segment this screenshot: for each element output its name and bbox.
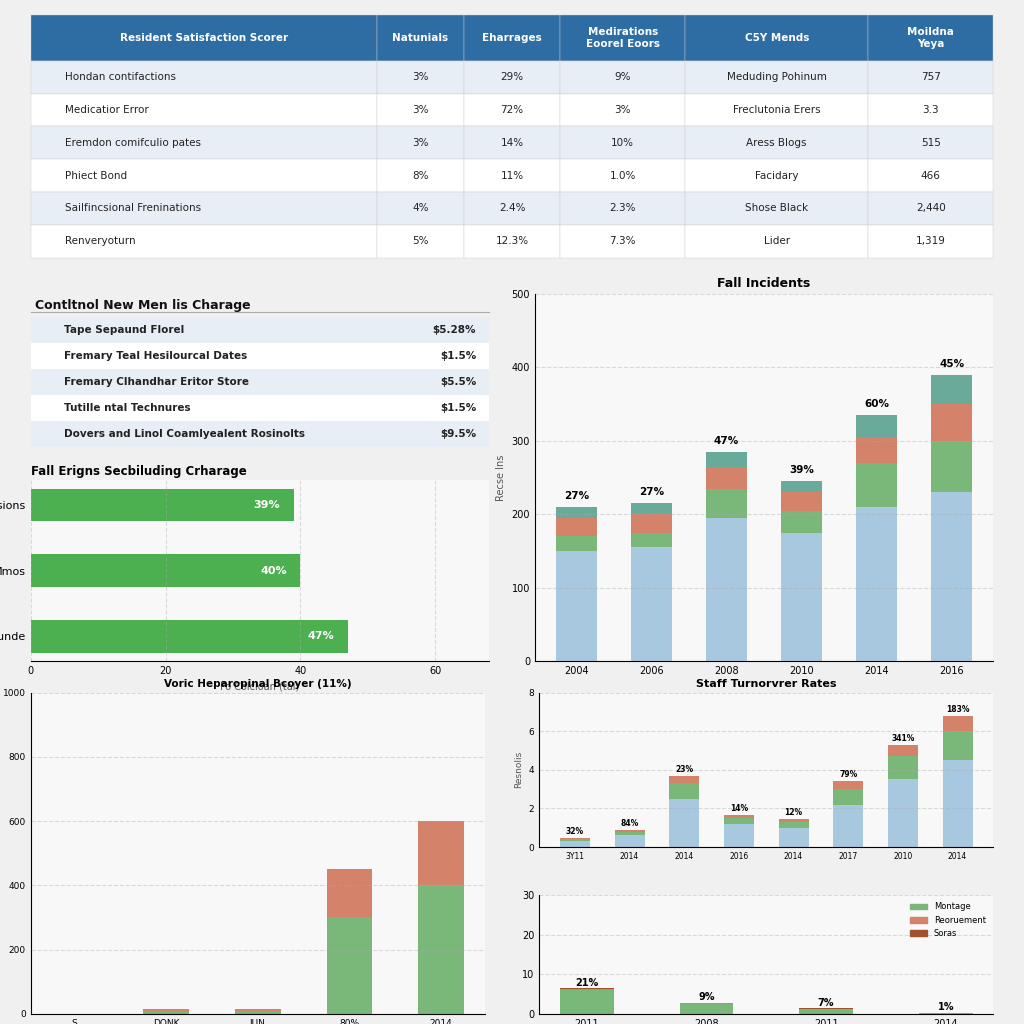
Bar xyxy=(942,731,973,760)
Bar xyxy=(631,503,672,514)
Bar xyxy=(856,437,897,463)
Bar xyxy=(560,989,613,990)
Y-axis label: Recse Ins: Recse Ins xyxy=(496,455,506,501)
Bar xyxy=(856,463,897,507)
Text: 23%: 23% xyxy=(675,765,693,774)
Bar xyxy=(942,760,973,847)
Title: Staff Turnorvrer Rates: Staff Turnorvrer Rates xyxy=(696,679,837,689)
Bar xyxy=(834,781,863,790)
Bar xyxy=(614,836,645,847)
Bar xyxy=(560,842,590,847)
Text: 39%: 39% xyxy=(790,465,814,475)
Text: 341%: 341% xyxy=(891,734,914,742)
Text: 47%: 47% xyxy=(307,632,334,641)
Text: 79%: 79% xyxy=(839,770,857,779)
Bar xyxy=(931,441,973,493)
Bar xyxy=(614,829,645,831)
Bar xyxy=(31,488,294,521)
Text: 183%: 183% xyxy=(946,705,970,714)
Text: 32%: 32% xyxy=(566,827,584,837)
Bar xyxy=(856,507,897,662)
Bar xyxy=(834,805,863,847)
Bar xyxy=(931,375,973,404)
Text: 21%: 21% xyxy=(575,978,598,988)
Bar xyxy=(418,886,464,1014)
Bar xyxy=(706,488,748,518)
Bar xyxy=(556,518,597,537)
Text: Fall Erigns Secbiluding Crharage: Fall Erigns Secbiluding Crharage xyxy=(31,465,247,478)
Text: 84%: 84% xyxy=(621,819,639,827)
Text: 14%: 14% xyxy=(730,804,748,813)
Bar xyxy=(670,775,699,783)
Bar xyxy=(931,404,973,441)
Bar xyxy=(931,493,973,662)
Text: 45%: 45% xyxy=(939,358,965,369)
Bar xyxy=(724,815,754,818)
Bar xyxy=(560,840,590,842)
Bar xyxy=(888,744,918,757)
Bar xyxy=(781,481,822,493)
Text: 1%: 1% xyxy=(938,1002,954,1012)
Bar xyxy=(706,452,748,467)
Text: 27%: 27% xyxy=(564,492,589,501)
Legend: Montage, Reoruement, Soras: Montage, Reoruement, Soras xyxy=(907,899,989,941)
Bar xyxy=(778,819,809,822)
X-axis label: Fo Colcloan (tal): Fo Colcloan (tal) xyxy=(220,682,300,691)
Text: 60%: 60% xyxy=(864,399,889,410)
Bar xyxy=(670,783,699,799)
Bar xyxy=(418,821,464,886)
Title: Voric Heparopinal Bcoyer (11%): Voric Heparopinal Bcoyer (11%) xyxy=(164,679,351,689)
Bar xyxy=(31,621,347,653)
Bar xyxy=(327,869,373,918)
Bar xyxy=(556,551,597,662)
Text: 9%: 9% xyxy=(698,992,715,1002)
Bar xyxy=(781,493,822,511)
Title: Fall Incidents: Fall Incidents xyxy=(718,278,811,290)
Bar xyxy=(778,827,809,847)
Bar xyxy=(706,518,748,662)
Bar xyxy=(31,554,300,587)
Bar xyxy=(234,1009,281,1011)
Text: 27%: 27% xyxy=(639,487,664,498)
Bar xyxy=(560,990,613,1014)
Y-axis label: Resnolis: Resnolis xyxy=(514,752,523,788)
Bar xyxy=(799,1009,853,1014)
Bar xyxy=(942,716,973,731)
Text: 12%: 12% xyxy=(784,808,803,817)
Bar xyxy=(614,831,645,836)
Bar xyxy=(143,1011,189,1014)
Bar xyxy=(327,918,373,1014)
Text: 7%: 7% xyxy=(818,997,835,1008)
Bar xyxy=(706,467,748,488)
Text: 47%: 47% xyxy=(714,436,739,446)
Bar xyxy=(724,824,754,847)
Bar xyxy=(670,799,699,847)
Bar xyxy=(781,511,822,532)
Bar xyxy=(778,822,809,827)
Bar xyxy=(143,1009,189,1011)
Bar xyxy=(724,818,754,824)
Text: Contltnol New Men lis Charage: Contltnol New Men lis Charage xyxy=(35,299,251,311)
Bar xyxy=(234,1011,281,1014)
Bar xyxy=(781,532,822,662)
Bar xyxy=(631,514,672,532)
Bar xyxy=(631,548,672,662)
Bar xyxy=(856,415,897,437)
Bar xyxy=(888,779,918,847)
Bar xyxy=(680,1004,733,1014)
Bar xyxy=(556,537,597,551)
Text: 40%: 40% xyxy=(260,565,287,575)
Text: 39%: 39% xyxy=(253,500,280,510)
Bar xyxy=(888,757,918,779)
Bar xyxy=(556,507,597,518)
Bar xyxy=(631,532,672,548)
Bar xyxy=(834,790,863,805)
